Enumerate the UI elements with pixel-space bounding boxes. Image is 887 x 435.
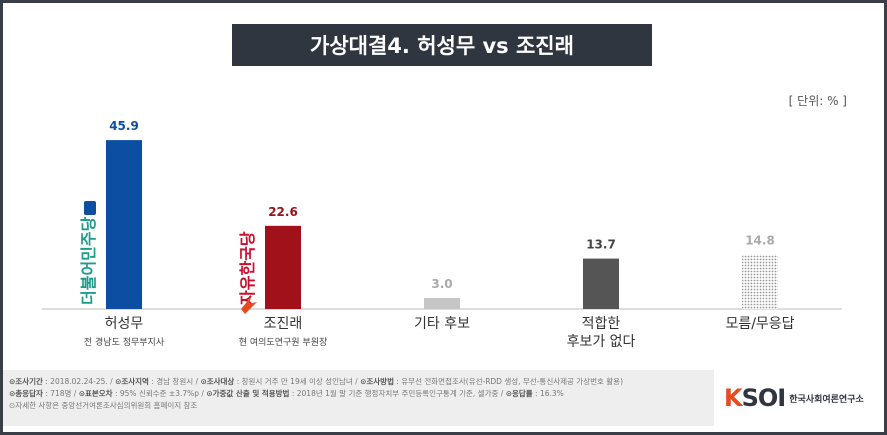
data-label: 13.7 — [586, 238, 616, 252]
survey-footnote: ⊙조사기간 : 2018.02.24-25. / ⊙조사지역 : 경남 창원시 … — [3, 370, 714, 426]
footnote-reference: 자세한 사항은 중앙선거여론조사심의위원회 홈페이지 참조 — [15, 401, 198, 410]
footnote-line-1: ⊙조사기간 : 2018.02.24-25. / ⊙조사지역 : 경남 창원시 … — [9, 376, 714, 388]
bar — [265, 225, 301, 309]
tick-label: 후보가 없다 — [567, 334, 636, 350]
footnote-value: : 창원시 거주 만 19세 이상 성인남녀 / — [234, 377, 361, 386]
unit-label: [ 단위: % ] — [788, 94, 847, 108]
footnote-value: : 718명 / — [42, 389, 79, 398]
footnote-value: : 유무선 전화면접조사(유선-RDD 생성, 무선-통신사제공 가상번호 활용… — [393, 377, 624, 386]
party-logo-mark — [84, 201, 96, 215]
tick-label: 적합한 — [582, 316, 621, 332]
chart-title: 가상대결4. 허성무 vs 조진래 — [232, 24, 652, 66]
data-label: 45.9 — [109, 119, 139, 133]
tick-label: 조진래 — [264, 316, 303, 332]
tick-label: 허성무 — [105, 316, 144, 332]
bar — [742, 254, 778, 309]
logo-mark: KSOI — [724, 384, 787, 412]
party-logo: 더불어민주당 — [79, 216, 98, 305]
party-logo: 자유한국당 — [238, 231, 257, 305]
data-label: 22.6 — [268, 205, 298, 219]
footnote-value: : 95% 신뢰수준 ±3.7%p / — [112, 389, 207, 398]
party-logo-mark — [241, 297, 257, 314]
bar — [424, 297, 460, 309]
footnote-line-2: ⊙총응답자 : 718명 / ⊙표본오차 : 95% 신뢰수준 ±3.7%p /… — [9, 388, 714, 400]
data-label: 3.0 — [431, 277, 452, 291]
footnote-value: : 16.3% — [532, 389, 564, 398]
footnote-key: ⊙조사지역 — [115, 377, 149, 386]
footnote-key: ⊙조사대상 — [200, 377, 235, 386]
footnote-value: : 2018년 1월 말 기준 행정자치부 주민등록인구통계 기준, 셀가중 / — [289, 389, 506, 398]
data-label: 14.8 — [745, 234, 775, 248]
footnote-key: ⊙조사방법 — [360, 377, 394, 386]
footnote-value: : 2018.02.24-25. / — [42, 377, 116, 386]
footnote-value: : 경남 창원시 / — [148, 377, 201, 386]
tick-label: 모름/무응답 — [725, 316, 794, 332]
footnote-key: ⊙가중값 산출 및 적용방법 — [206, 389, 290, 398]
logo-mark-rest: SOI — [741, 384, 787, 412]
candidate-title: 전 경남도 정무부지사 — [84, 336, 165, 348]
candidate-title: 현 여의도연구원 부원장 — [239, 336, 328, 348]
footnote-key: ⊙총응답자 — [9, 389, 43, 398]
logo-mark-k: K — [724, 384, 743, 412]
tick-label: 기타 후보 — [414, 316, 470, 332]
footnote-key: ⊙응답률 — [505, 389, 533, 398]
footnote-key: ⊙표본오차 — [78, 389, 113, 398]
bar — [106, 140, 142, 309]
logo-text: 한국사회여론연구소 — [789, 394, 864, 405]
footnote-line-3: ⊙자세한 사항은 중앙선거여론조사심의위원회 홈페이지 참조 — [9, 401, 198, 410]
bar — [583, 258, 619, 309]
ksoi-logo: KSOI 한국사회여론연구소 — [724, 380, 874, 416]
footnote-key: ⊙조사기간 — [9, 377, 43, 386]
